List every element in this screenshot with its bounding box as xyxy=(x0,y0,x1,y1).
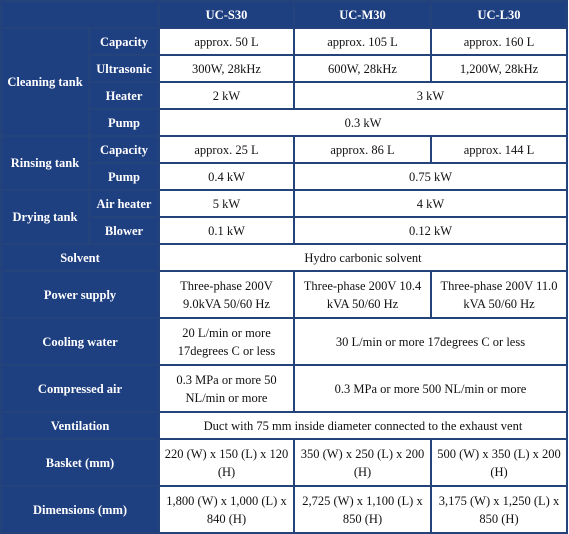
cell-basket-m30: 350 (W) x 250 (L) x 200 (H) xyxy=(295,440,430,485)
cell-rinsing-pump-m30-l30: 0.75 kW xyxy=(295,164,566,189)
cell-solvent-all: Hydro carbonic solvent xyxy=(160,245,566,270)
table-row: Ventilation Duct with 75 mm inside diame… xyxy=(2,413,566,438)
cell-basket-l30: 500 (W) x 350 (L) x 200 (H) xyxy=(432,440,566,485)
cell-dimensions-l30: 3,175 (W) x 1,250 (L) x 850 (H) xyxy=(432,487,566,532)
cell-power-supply-m30: Three-phase 200V 10.4 kVA 50/60 Hz xyxy=(295,272,430,317)
table-row: Dimensions (mm) 1,800 (W) x 1,000 (L) x … xyxy=(2,487,566,532)
cell-ventilation-all: Duct with 75 mm inside diameter connecte… xyxy=(160,413,566,438)
row-label-solvent: Solvent xyxy=(2,245,158,270)
cell-power-supply-s30: Three-phase 200V 9.0kVA 50/60 Hz xyxy=(160,272,293,317)
table-row: Rinsing tank Capacity approx. 25 L appro… xyxy=(2,137,566,189)
cell-rinsing-capacity-m30: approx. 86 L xyxy=(295,137,430,162)
cell-basket-s30: 220 (W) x 150 (L) x 120 (H) xyxy=(160,440,293,485)
cell-power-supply-l30: Three-phase 200V 11.0 kVA 50/60 Hz xyxy=(432,272,566,317)
col-header-uc-s30: UC-S30 xyxy=(160,2,293,27)
group-header-rinsing-tank: Rinsing tank xyxy=(2,137,88,189)
cell-ultrasonic-m30: 600W, 28kHz xyxy=(295,56,430,81)
cell-ultrasonic-l30: 1,200W, 28kHz xyxy=(432,56,566,81)
table-row: Basket (mm) 220 (W) x 150 (L) x 120 (H) … xyxy=(2,440,566,485)
row-label-air-heater: Air heater xyxy=(90,191,158,216)
row-label-ventilation: Ventilation xyxy=(2,413,158,438)
row-label-blower: Blower xyxy=(90,218,158,243)
row-label-rinsing-pump: Pump xyxy=(90,164,158,189)
cell-heater-s30: 2 kW xyxy=(160,83,293,108)
row-label-cooling-water: Cooling water xyxy=(2,319,158,364)
cell-blower-m30-l30: 0.12 kW xyxy=(295,218,566,243)
table-row: Solvent Hydro carbonic solvent xyxy=(2,245,566,270)
table-row: Power supply Three-phase 200V 9.0kVA 50/… xyxy=(2,272,566,317)
table-row: Drying tank Air heater 5 kW 4 kW xyxy=(2,191,566,243)
cell-ultrasonic-s30: 300W, 28kHz xyxy=(160,56,293,81)
cell-blower-s30: 0.1 kW xyxy=(160,218,293,243)
cell-cleaning-capacity-l30: approx. 160 L xyxy=(432,29,566,54)
cell-dimensions-s30: 1,800 (W) x 1,000 (L) x 840 (H) xyxy=(160,487,293,532)
cell-cooling-water-m30-l30: 30 L/min or more 17degrees C or less xyxy=(295,319,566,364)
row-label-ultrasonic: Ultrasonic xyxy=(90,56,158,81)
cell-cleaning-capacity-s30: approx. 50 L xyxy=(160,29,293,54)
row-label-dimensions: Dimensions (mm) xyxy=(2,487,158,532)
table-row: Heater 2 kW 3 kW xyxy=(2,83,566,108)
cell-compressed-air-m30-l30: 0.3 MPa or more 500 NL/min or more xyxy=(295,366,566,411)
cell-compressed-air-s30: 0.3 MPa or more 50 NL/min or more xyxy=(160,366,293,411)
row-label-heater: Heater xyxy=(90,83,158,108)
table-row: Blower 0.1 kW 0.12 kW xyxy=(2,218,566,243)
col-header-uc-m30: UC-M30 xyxy=(295,2,430,27)
table-row: Cleaning tank Capacity approx. 50 L appr… xyxy=(2,29,566,135)
row-label-cleaning-capacity: Capacity xyxy=(90,29,158,54)
cell-rinsing-pump-s30: 0.4 kW xyxy=(160,164,293,189)
table-row: Pump 0.4 kW 0.75 kW xyxy=(2,164,566,189)
cell-rinsing-capacity-l30: approx. 144 L xyxy=(432,137,566,162)
cell-rinsing-capacity-s30: approx. 25 L xyxy=(160,137,293,162)
row-label-rinsing-capacity: Capacity xyxy=(90,137,158,162)
cell-dimensions-m30: 2,725 (W) x 1,100 (L) x 850 (H) xyxy=(295,487,430,532)
row-label-power-supply: Power supply xyxy=(2,272,158,317)
cell-air-heater-m30-l30: 4 kW xyxy=(295,191,566,216)
row-label-cleaning-pump: Pump xyxy=(90,110,158,135)
table-row: Ultrasonic 300W, 28kHz 600W, 28kHz 1,200… xyxy=(2,56,566,81)
header-row: UC-S30 UC-M30 UC-L30 xyxy=(2,2,566,27)
row-label-basket: Basket (mm) xyxy=(2,440,158,485)
corner-cell xyxy=(2,2,158,27)
cell-cleaning-pump-all: 0.3 kW xyxy=(160,110,566,135)
row-label-compressed-air: Compressed air xyxy=(2,366,158,411)
table-row: Cooling water 20 L/min or more 17degrees… xyxy=(2,319,566,364)
cell-cooling-water-s30: 20 L/min or more 17degrees C or less xyxy=(160,319,293,364)
cell-heater-m30-l30: 3 kW xyxy=(295,83,566,108)
col-header-uc-l30: UC-L30 xyxy=(432,2,566,27)
table-row: Pump 0.3 kW xyxy=(2,110,566,135)
group-header-drying-tank: Drying tank xyxy=(2,191,88,243)
cell-air-heater-s30: 5 kW xyxy=(160,191,293,216)
table-row: Compressed air 0.3 MPa or more 50 NL/min… xyxy=(2,366,566,411)
cell-cleaning-capacity-m30: approx. 105 L xyxy=(295,29,430,54)
group-header-cleaning-tank: Cleaning tank xyxy=(2,29,88,135)
